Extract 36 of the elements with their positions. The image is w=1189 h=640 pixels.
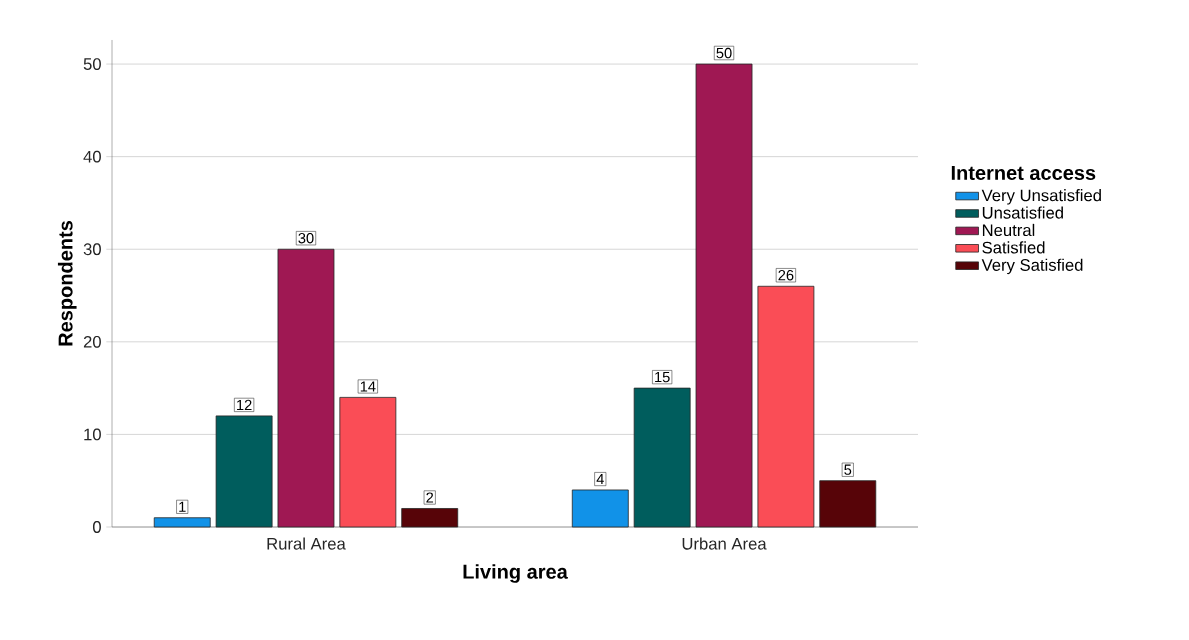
legend-label: Satisfied [982,241,1045,254]
x-axis-title: Living area [463,564,568,583]
bar [401,508,459,528]
data-label: 12 [237,399,252,411]
x-tick-label: Urban Area [682,537,767,550]
y-tick-label: 40 [83,150,101,163]
bar [819,480,877,528]
data-label: 26 [778,270,794,281]
data-label: 2 [426,492,434,503]
data-label: 14 [360,381,376,392]
bar [757,285,815,528]
y-axis-title: Respondents [57,220,77,346]
y-tick-label: 30 [83,243,101,256]
legend-title: Internet access [951,166,1096,180]
legend-label: Unsatisfied [982,206,1063,219]
y-tick-label: 10 [84,428,101,441]
legend-label: Very Satisfied [981,258,1083,275]
legend-label: Neutral [982,223,1035,237]
legend-label: Very Unsatisfied [981,189,1101,205]
bar [339,396,397,528]
data-label: 4 [596,474,604,485]
y-tick-label: 20 [83,335,101,348]
data-label: 30 [298,233,314,244]
data-label: 5 [844,464,852,475]
x-tick-label: Rural Area [267,537,346,550]
bar [633,387,691,528]
y-tick-label: 0 [92,521,101,533]
bar [695,63,753,528]
data-label: 50 [716,47,732,59]
data-label: 15 [655,372,670,383]
y-tick-label: 50 [83,58,101,70]
bar [571,489,629,528]
bar [215,415,273,528]
bar [153,517,211,528]
data-label: 1 [179,501,186,512]
bar [277,248,335,528]
